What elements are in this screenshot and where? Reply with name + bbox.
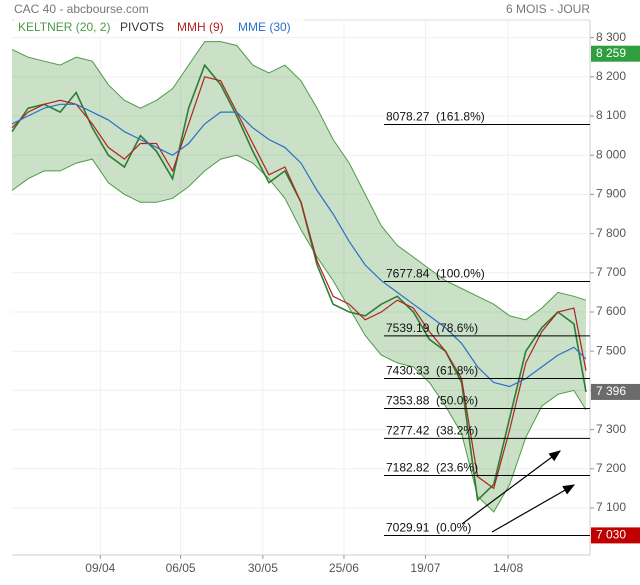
x-tick-label: 30/05: [248, 561, 278, 575]
y-tick-label: 7 900: [596, 187, 626, 201]
y-tick-label: 7 700: [596, 265, 626, 279]
x-tick-label: 09/04: [85, 561, 115, 575]
price-tag-label: 8 259: [596, 46, 626, 60]
axes: 8 300 8 200 8 100 8 000 7 900 7 800 7 700 7 600…: [85, 30, 640, 575]
y-tick-label: 7 600: [596, 304, 626, 318]
y-tick-label: 7 200: [596, 461, 626, 475]
price-tag: [591, 45, 640, 62]
annotation-arrow: [491, 484, 576, 533]
fib-label: 7353.88 (50.0%): [386, 394, 478, 408]
price-tag-label: 7 030: [596, 528, 626, 542]
keltner-upper: [11, 41, 587, 321]
lines: [11, 63, 587, 502]
x-tick-label: 19/07: [410, 561, 440, 575]
fib-label: 7182.82 (23.6%): [386, 461, 478, 475]
y-tick-label: 8 100: [596, 108, 626, 122]
y-tick-label: 7 300: [596, 422, 626, 436]
price-tag: [591, 527, 640, 544]
fib-label: 7277.42 (38.2%): [386, 424, 478, 438]
legend-entry: PIVOTS: [120, 20, 164, 34]
chart-title: CAC 40 - abcbourse.com: [14, 2, 149, 16]
fib-label: 8078.27 (161.8%): [386, 110, 485, 124]
keltner-lower: [11, 154, 587, 513]
y-tick-label: 8 300: [596, 30, 626, 44]
y-tick-label: 7 500: [596, 343, 626, 357]
grid: [12, 20, 590, 555]
legend-entry: MMH (9): [177, 20, 224, 34]
keltner-fill: [12, 41, 586, 512]
y-tick-label: 7 100: [596, 500, 626, 514]
y-tick-label: 8 000: [596, 147, 626, 161]
x-tick-label: 14/08: [493, 561, 523, 575]
price-tag-label: 7 396: [596, 384, 626, 398]
legend-entry: MME (30): [238, 20, 291, 34]
y-tick-label: 7 800: [596, 226, 626, 240]
fib-label: 7430.33 (61.8%): [386, 364, 478, 378]
y-tick-label: 8 200: [596, 69, 626, 83]
price-tag: [591, 383, 640, 400]
legend-entry: KELTNER (20, 2): [18, 20, 110, 34]
band: [11, 41, 587, 513]
series-line: [11, 76, 587, 490]
x-tick-label: 06/05: [166, 561, 196, 575]
fib-label: 7539.19 (78.6%): [386, 321, 478, 335]
x-tick-label: 25/06: [329, 561, 359, 575]
legend-background: [14, 19, 304, 37]
annotation-arrow: [461, 450, 561, 525]
period-label: 6 MOIS - JOUR: [506, 2, 590, 16]
fib-label: 7029.91 (0.0%): [386, 521, 471, 535]
fibonacci: 8078.27 (161.8%) 7677.84 (100.0%) 7539.19 …: [384, 110, 590, 536]
series-line: [11, 103, 587, 388]
fib-label: 7677.84 (100.0%): [386, 267, 485, 281]
